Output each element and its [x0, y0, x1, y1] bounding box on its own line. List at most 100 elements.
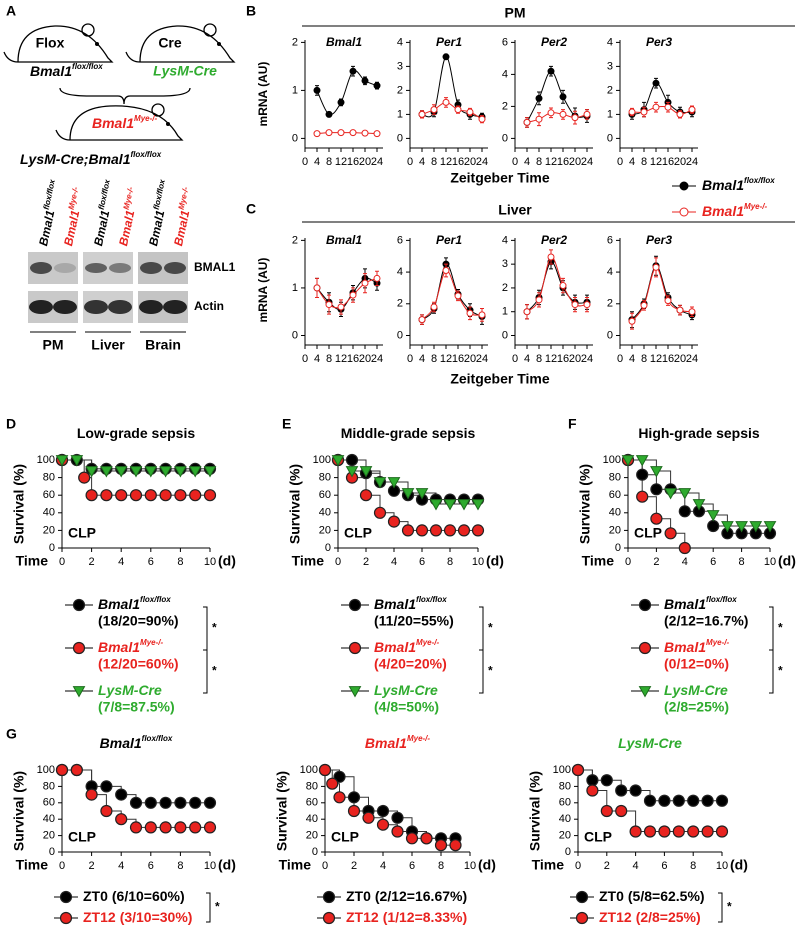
- x-tick-label: 10: [472, 556, 484, 568]
- significance-label: *: [778, 664, 783, 678]
- data-point: [676, 306, 684, 314]
- data-point: [559, 93, 567, 101]
- legend-entry: ZT0 (5/8=62.5%): [599, 888, 705, 904]
- legend-name: Bmal1flox/flox: [702, 176, 775, 193]
- data-point: [454, 106, 462, 114]
- y-tick-label: 0: [502, 132, 508, 144]
- x-tick-label: 2: [363, 556, 369, 568]
- data-point: [442, 266, 450, 274]
- y-tick-label: 60: [319, 489, 331, 501]
- mouse-eye: [166, 122, 170, 126]
- legend-marker: [72, 598, 86, 612]
- data-point: [85, 788, 98, 801]
- y-tick-label: 2: [502, 100, 508, 112]
- legend-stat: (4/8=50%): [374, 699, 439, 715]
- x-axis-title: Time: [16, 857, 49, 873]
- data-point: [174, 796, 187, 809]
- y-tick-label: 0: [325, 542, 331, 554]
- blot-band: [140, 262, 162, 274]
- x-tick-label: 8: [739, 556, 745, 568]
- data-point: [361, 129, 369, 137]
- x-tick-label: 8: [438, 860, 444, 872]
- data-point: [203, 489, 217, 502]
- legend-marker: [322, 911, 336, 925]
- y-tick-label: 0: [615, 542, 621, 554]
- data-point: [313, 86, 321, 94]
- genotype-label: Bmal1flox/flox: [30, 62, 103, 79]
- lane-label-text: Bmal1: [91, 209, 112, 247]
- annotation: CLP: [68, 525, 96, 541]
- y-axis-title: Survival (%): [577, 464, 593, 544]
- data-point: [650, 483, 663, 496]
- data-point: [129, 466, 143, 478]
- y-tick-label: 2: [607, 298, 613, 310]
- data-point: [159, 466, 172, 478]
- y-tick-label: 80: [43, 472, 55, 484]
- y-tick-label: 100: [313, 454, 331, 466]
- data-point: [658, 825, 671, 838]
- data-point: [583, 301, 591, 309]
- data-point: [85, 466, 98, 478]
- series-line: [631, 266, 693, 322]
- x-tick-label: 0: [617, 156, 623, 168]
- legend-name: LysM-Cre: [374, 682, 438, 698]
- significance-bracket: [206, 892, 211, 923]
- y-tick-label: 1: [292, 84, 298, 96]
- legend-marker: [72, 686, 86, 698]
- significance-bracket: [203, 649, 208, 694]
- panel-label: A: [6, 3, 16, 19]
- data-point: [129, 489, 143, 502]
- legend-name-sup: Mye-/-: [706, 638, 729, 647]
- y-tick-label: 40: [306, 813, 318, 825]
- legend-name-text: Bmal1: [664, 596, 706, 612]
- blot-band: [163, 300, 187, 314]
- y-tick-label: 2: [502, 282, 508, 294]
- legend-name-sup: flox/flox: [140, 595, 171, 604]
- legend-stat: (6/10=60%): [112, 888, 185, 904]
- data-point: [701, 825, 714, 838]
- x-tick-label: 16: [662, 353, 674, 365]
- data-point: [318, 763, 332, 777]
- x-tick-label: 16: [347, 156, 359, 168]
- data-point: [337, 303, 345, 311]
- data-point: [337, 129, 345, 137]
- legend-stat: (7/8=87.5%): [98, 699, 175, 715]
- legend-entry: ZT0 (2/12=16.67%): [346, 888, 467, 904]
- legend-entry: ZT12 (3/10=30%): [83, 909, 192, 925]
- chart-title: Low-grade sepsis: [77, 425, 195, 441]
- data-point: [387, 515, 401, 528]
- legend-name: Bmal1Mye-/-: [702, 202, 767, 219]
- y-tick-label: 2: [292, 234, 298, 246]
- x-tick-label: 2: [351, 860, 357, 872]
- data-point: [325, 301, 333, 309]
- data-point: [586, 774, 599, 787]
- data-point: [203, 466, 217, 478]
- data-point: [636, 490, 649, 503]
- legend-stat: (2/12=16.7%): [664, 613, 748, 629]
- significance-bracket: [479, 649, 484, 694]
- data-point: [434, 839, 448, 852]
- legend-name-sup: Mye-/-: [416, 638, 439, 647]
- lane-label: Bmal1flox/flox: [144, 178, 174, 247]
- y-axis-title: Survival (%): [11, 771, 27, 851]
- x-tick-label: 0: [512, 156, 518, 168]
- lane-label-sup: flox/flox: [152, 178, 167, 210]
- x-tick-label: 8: [690, 860, 696, 872]
- data-point: [115, 788, 128, 801]
- legend-name: ZT0: [346, 888, 371, 904]
- data-point: [471, 499, 485, 511]
- data-point: [85, 489, 98, 502]
- data-point: [640, 108, 648, 116]
- x-tick-label: 16: [452, 156, 464, 168]
- data-point: [650, 512, 663, 525]
- legend-marker: [59, 890, 73, 904]
- panel-header: PM: [505, 5, 526, 21]
- x-tick-label: 4: [391, 556, 397, 568]
- y-tick-label: 20: [319, 524, 331, 536]
- data-point: [189, 796, 202, 809]
- x-tick-label: 4: [118, 860, 124, 872]
- x-tick-label: 20: [359, 156, 371, 168]
- legend-stat: (5/8=62.5%): [628, 888, 705, 904]
- x-tick-label: 8: [326, 156, 332, 168]
- data-point: [373, 274, 381, 282]
